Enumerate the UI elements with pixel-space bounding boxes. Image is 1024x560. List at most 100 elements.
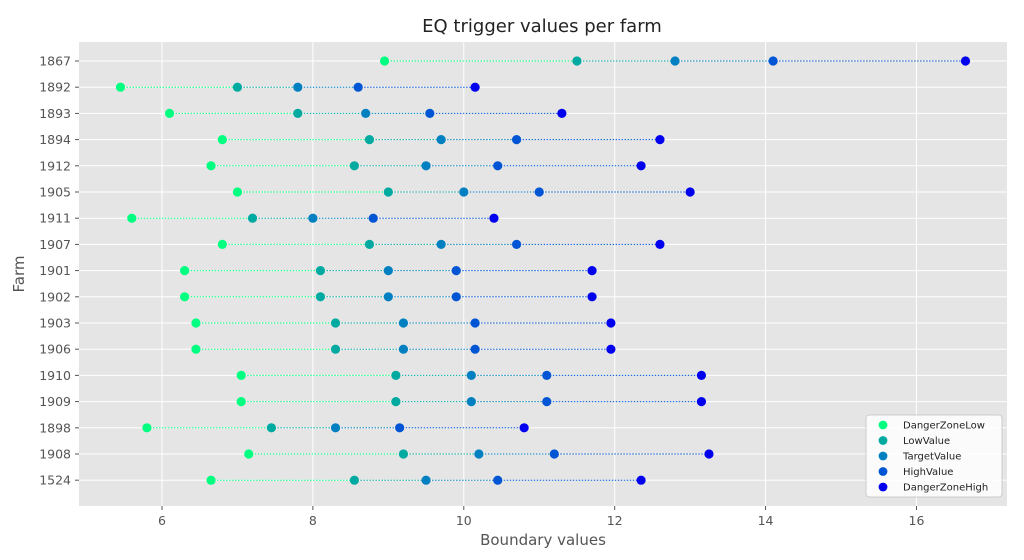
point-LowValue [266, 423, 276, 433]
point-HighValue [368, 213, 378, 223]
point-DangerZoneHigh [606, 344, 616, 354]
point-DangerZoneLow [164, 108, 175, 118]
point-HighValue [451, 292, 461, 302]
legend-marker [878, 451, 888, 461]
point-DangerZoneLow [232, 187, 243, 197]
point-LowValue [349, 161, 359, 171]
point-TargetValue [383, 292, 393, 302]
point-DangerZoneLow [217, 135, 227, 145]
point-DangerZoneHigh [960, 56, 971, 66]
y-tick-label: 1910 [39, 368, 71, 383]
point-HighValue [451, 266, 461, 276]
legend-marker [878, 420, 888, 430]
x-tick-label: 16 [909, 513, 925, 528]
point-HighValue [493, 161, 503, 171]
point-TargetValue [466, 397, 476, 407]
point-DangerZoneHigh [587, 266, 597, 276]
point-LowValue [572, 56, 582, 66]
legend-label: LowValue [903, 436, 950, 447]
point-LowValue [330, 318, 341, 328]
point-DangerZoneHigh [696, 397, 707, 407]
point-TargetValue [383, 266, 393, 276]
point-DangerZoneHigh [685, 187, 695, 197]
point-TargetValue [436, 135, 446, 145]
y-tick-label: 1867 [39, 54, 71, 69]
point-DangerZoneHigh [557, 108, 567, 118]
legend-label: TargetValue [902, 452, 961, 463]
x-axis-ticks: 6 8 10 12 14 16 [158, 506, 924, 528]
point-DangerZoneLow [244, 449, 254, 459]
legend-box [865, 414, 1003, 498]
point-HighValue [549, 449, 559, 459]
y-axis-ticks: 1867 1892 1893 1894 1912 1905 1911 1907 1901 1902… [39, 54, 79, 488]
point-LowValue [398, 449, 409, 459]
y-tick-label: 1906 [39, 342, 71, 357]
chart-title: EQ trigger values per farm [422, 16, 662, 37]
point-DangerZoneLow [236, 370, 246, 380]
point-DangerZoneLow [236, 397, 246, 407]
point-HighValue [425, 108, 435, 118]
point-LowValue [349, 475, 359, 485]
legend-label: DangerZoneLow [903, 421, 985, 432]
point-DangerZoneHigh [655, 135, 665, 145]
y-axis-label: Farm [10, 256, 28, 293]
legend-marker [878, 436, 888, 445]
y-tick-label: 1892 [39, 80, 71, 95]
point-TargetValue [436, 239, 446, 249]
point-DangerZoneHigh [636, 475, 646, 485]
point-TargetValue [421, 475, 431, 485]
y-tick-label: 1898 [39, 420, 71, 435]
y-tick-label: 1901 [39, 263, 71, 278]
point-LowValue [247, 213, 258, 223]
y-tick-label: 1903 [39, 316, 71, 331]
point-DangerZoneLow [191, 318, 201, 328]
point-HighValue [470, 318, 480, 328]
y-tick-label: 1893 [39, 106, 71, 121]
point-DangerZoneLow [191, 344, 201, 354]
plot-area [79, 42, 1007, 506]
connector-lines [120, 60, 966, 481]
point-TargetValue [361, 108, 371, 118]
x-tick-label: 6 [158, 513, 166, 528]
legend: DangerZoneLow LowValue TargetValue HighValu… [865, 414, 1003, 498]
point-HighValue [542, 370, 552, 380]
point-HighValue [511, 135, 522, 145]
point-TargetValue [421, 161, 431, 171]
point-LowValue [391, 397, 401, 407]
y-tick-label: 1902 [39, 289, 71, 304]
point-TargetValue [474, 449, 484, 459]
point-LowValue [315, 266, 326, 276]
point-TargetValue [308, 213, 318, 223]
point-DangerZoneHigh [519, 423, 529, 433]
point-LowValue [293, 108, 303, 118]
y-tick-label: 1907 [39, 237, 71, 252]
legend-marker [878, 482, 888, 492]
point-TargetValue [330, 423, 341, 433]
x-axis-label: Boundary values [480, 531, 606, 549]
y-tick-label: 1524 [39, 473, 71, 488]
point-HighValue [493, 475, 503, 485]
y-tick-label: 1912 [39, 158, 71, 173]
point-LowValue [383, 187, 393, 197]
y-tick-label: 1909 [39, 394, 71, 409]
point-DangerZoneHigh [696, 370, 707, 380]
point-TargetValue [459, 187, 469, 197]
point-DangerZoneLow [115, 82, 126, 92]
point-LowValue [364, 239, 375, 249]
point-DangerZoneLow [127, 213, 137, 223]
point-LowValue [364, 135, 375, 145]
legend-marker [878, 467, 888, 476]
point-DangerZoneLow [180, 292, 190, 302]
point-DangerZoneHigh [489, 213, 499, 223]
point-HighValue [511, 239, 522, 249]
point-TargetValue [670, 56, 680, 66]
point-LowValue [232, 82, 243, 92]
point-DangerZoneLow [379, 56, 390, 66]
point-HighValue [534, 187, 544, 197]
point-HighValue [395, 423, 405, 433]
point-DangerZoneHigh [655, 239, 665, 249]
x-tick-label: 8 [309, 513, 317, 528]
point-LowValue [315, 292, 326, 302]
x-tick-label: 12 [607, 513, 623, 528]
